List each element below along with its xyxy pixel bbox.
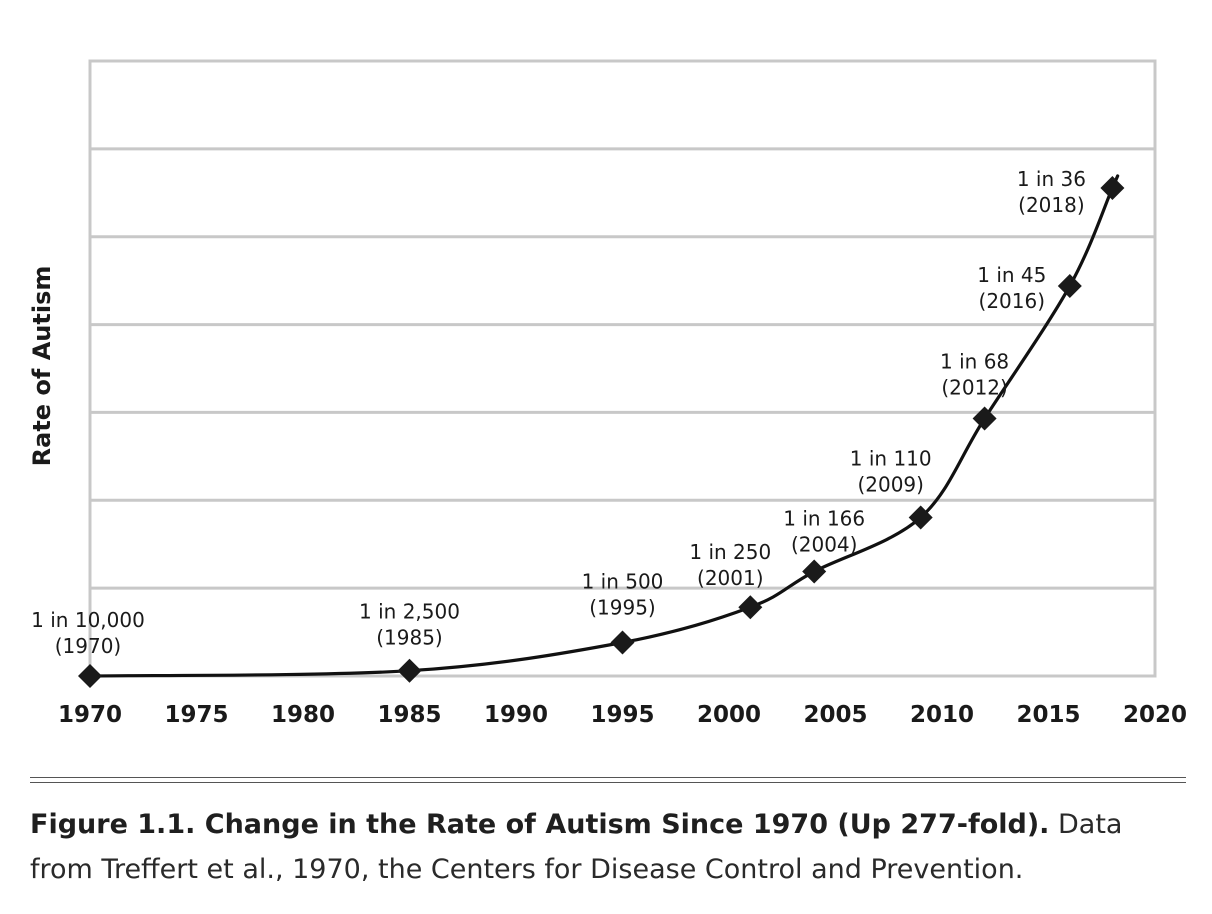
x-tick-label: 1970: [58, 702, 122, 728]
x-tick-label: 2020: [1123, 702, 1187, 728]
point-label-rate: 1 in 500: [582, 570, 664, 594]
caption-title: Figure 1.1. Change in the Rate of Autism…: [30, 809, 1050, 840]
point-label-year: (2001): [697, 566, 764, 590]
autism-rate-chart: Rate of Autism 1 in 10,000(1970) 1 in 2,5…: [28, 59, 1187, 728]
x-axis-tick-labels: 1970 1975 1980 1985 1990 1995 2000 2005 2010 2015…: [58, 702, 1187, 728]
data-point-labels: 1 in 10,000(1970) 1 in 2,500(1985) 1 in 50…: [31, 167, 1086, 658]
caption-rule-top: [30, 777, 1186, 778]
point-label-1985: 1 in 2,500(1985): [359, 600, 460, 650]
point-label-rate: 1 in 45: [977, 263, 1046, 287]
point-label-rate: 1 in 10,000: [31, 608, 145, 632]
point-label-2016: 1 in 45(2016): [977, 263, 1046, 313]
point-label-2009: 1 in 110(2009): [850, 446, 932, 496]
point-label-year: (2009): [857, 472, 924, 496]
caption-text: Data from Treffert et al., 1970, the Cen…: [30, 809, 1123, 885]
data-point-1970: [78, 664, 102, 688]
x-tick-label: 1985: [377, 702, 441, 728]
x-tick-label: 1995: [590, 702, 654, 728]
point-label-2004: 1 in 166(2004): [783, 507, 865, 557]
point-label-rate: 1 in 110: [850, 446, 932, 470]
data-point-1995: [610, 630, 635, 655]
point-label-year: (2012): [941, 375, 1008, 399]
data-point-2001: [738, 595, 763, 620]
data-point-markers: [78, 176, 1125, 688]
x-tick-label: 1990: [484, 702, 548, 728]
x-tick-label: 2005: [803, 702, 867, 728]
x-tick-label: 2010: [910, 702, 974, 728]
point-label-rate: 1 in 36: [1017, 167, 1086, 191]
x-tick-label: 1975: [164, 702, 228, 728]
caption-rule-bottom: [30, 782, 1186, 783]
figure-caption: Figure 1.1. Change in the Rate of Autism…: [30, 802, 1190, 892]
data-point-2009: [908, 505, 933, 530]
data-point-2004: [802, 559, 827, 584]
gridlines: [90, 147, 1155, 590]
point-label-rate: 1 in 2,500: [359, 600, 460, 624]
x-tick-label: 2015: [1016, 702, 1080, 728]
point-label-year: (2016): [979, 289, 1046, 313]
point-label-year: (2018): [1018, 193, 1085, 217]
data-point-2018: [1100, 176, 1125, 200]
point-label-year: (1985): [376, 626, 443, 650]
point-label-1995: 1 in 500(1995): [582, 570, 664, 620]
point-label-2001: 1 in 250(2001): [689, 540, 771, 590]
x-tick-label: 1980: [271, 702, 335, 728]
point-label-rate: 1 in 166: [783, 507, 865, 531]
point-label-year: (1995): [589, 596, 656, 620]
plot-area-frame: [88, 59, 1157, 678]
x-tick-label: 2000: [697, 702, 761, 728]
point-label-rate: 1 in 68: [940, 349, 1009, 373]
data-point-1985: [397, 658, 422, 683]
point-label-2012: 1 in 68(2012): [940, 349, 1009, 399]
point-label-1970: 1 in 10,000(1970): [31, 608, 145, 658]
data-point-2016: [1057, 273, 1082, 298]
point-label-2018: 1 in 36(2018): [1017, 167, 1086, 217]
y-axis-label: Rate of Autism: [28, 266, 56, 467]
data-point-2012: [972, 406, 997, 431]
point-label-year: (1970): [55, 634, 122, 658]
point-label-year: (2004): [791, 533, 858, 557]
point-label-rate: 1 in 250: [689, 540, 771, 564]
